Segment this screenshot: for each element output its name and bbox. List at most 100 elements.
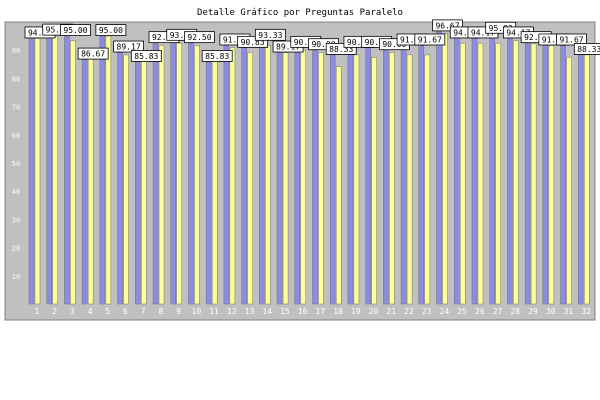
x-tick-label: 16 (298, 307, 308, 316)
x-tick-label: 21 (386, 307, 396, 316)
bar-series-1-q21 (383, 49, 389, 305)
bar-series-2-q14 (265, 45, 271, 305)
x-tick-label: 25 (457, 307, 467, 316)
x-tick-label: 32 (581, 307, 591, 316)
value-label-q10: 92.50 (184, 31, 215, 44)
bar-series-2-q29 (530, 43, 537, 305)
value-label-text: 90.83 (365, 38, 389, 47)
x-tick-label: 28 (510, 307, 520, 316)
bar-series-1-q7 (135, 61, 141, 305)
value-label-q13: 90.83 (237, 35, 269, 48)
value-label-text: 94.17 (506, 28, 530, 37)
value-label-text: 94.17 (28, 28, 52, 37)
bar-series-1-q10 (188, 42, 194, 305)
bar-series-2-q4 (87, 57, 94, 305)
bar-series-1-q14 (259, 40, 265, 305)
bar-series-2-q3 (70, 40, 76, 305)
value-label-box (184, 31, 215, 44)
bar-series-2-q22 (406, 54, 413, 305)
x-tick-label: 30 (546, 307, 556, 316)
bar-series-2-q15 (282, 52, 289, 305)
bar-series-1-q8 (152, 42, 159, 305)
bar-series-1-q20 (365, 47, 371, 305)
bar-series-1-q23 (418, 45, 425, 305)
bar-series-1-q13 (241, 47, 247, 305)
value-label-text: 95.00 (99, 26, 123, 35)
x-tick-label: 19 (351, 307, 361, 316)
bar-series-2-q1 (34, 38, 41, 305)
value-label-text: 94.17 (453, 28, 477, 37)
bar-series-1-q18 (329, 54, 336, 305)
value-label-text: 95.17 (46, 26, 70, 35)
bar-series-1-q4 (81, 59, 88, 305)
y-tick-label: 40 (12, 188, 20, 196)
value-label-q6: 89.17 (113, 40, 144, 53)
y-tick-label: 90 (12, 47, 20, 55)
value-label-text: 88.33 (577, 45, 600, 54)
value-label-q24: 96.67 (432, 19, 463, 32)
y-tick-label: 60 (12, 132, 20, 140)
x-tick-label: 23 (422, 307, 432, 316)
x-tick-label: 13 (245, 307, 255, 316)
value-label-text: 92.50 (187, 33, 211, 42)
x-tick-label: 26 (475, 307, 485, 316)
bar-series-2-q31 (566, 57, 572, 305)
value-label-box (113, 40, 144, 53)
value-label-text: 90.83 (241, 38, 265, 47)
bar-series-2-q28 (513, 40, 519, 305)
bar-series-2-q24 (442, 33, 448, 305)
value-label-text: 91.67 (542, 35, 566, 44)
value-label-box (237, 35, 269, 48)
value-label-q32: 88.33 (573, 43, 600, 55)
x-tick-label: 20 (369, 307, 379, 316)
value-label-text: 91.67 (223, 35, 247, 44)
bars-layer (28, 31, 590, 305)
bar-series-2-q23 (424, 54, 431, 305)
y-axis: 10 20 30 40 50 60 70 80 90 (12, 47, 20, 281)
bar-series-2-q21 (389, 52, 395, 305)
x-tick-label: 22 (404, 307, 414, 316)
value-label-box (573, 43, 600, 55)
x-tick-label: 15 (280, 307, 290, 316)
value-label-q7: 85.83 (130, 50, 162, 62)
bar-series-2-q13 (247, 52, 253, 305)
value-label-box (60, 24, 91, 37)
x-tick-label: 27 (493, 307, 503, 316)
bar-series-2-q32 (584, 54, 590, 305)
value-label-box (325, 43, 357, 55)
value-label-text: 94.17 (471, 28, 495, 37)
x-tick-label: 17 (316, 307, 326, 316)
bar-series-1-q24 (436, 31, 442, 305)
value-label-box (201, 50, 233, 62)
x-tick-label: 11 (209, 307, 219, 316)
bar-series-2-q8 (158, 45, 165, 305)
bar-series-1-q12 (223, 45, 230, 305)
x-tick-label: 1 (34, 307, 39, 316)
bar-series-1-q5 (99, 35, 106, 305)
bar-series-1-q15 (276, 52, 283, 305)
x-tick-label: 7 (141, 307, 146, 316)
y-tick-label: 10 (12, 273, 20, 281)
value-label-box (77, 47, 109, 60)
bar-series-2-q25 (460, 42, 466, 305)
bar-series-1-q6 (117, 52, 123, 305)
value-label-text: 95.83 (489, 24, 513, 33)
x-tick-label: 9 (176, 307, 181, 316)
bar-series-2-q19 (353, 54, 360, 305)
x-tick-label: 4 (88, 307, 93, 316)
value-label-text: 89.17 (117, 43, 141, 52)
value-label-text: 91.67 (418, 35, 442, 44)
bar-series-1-q27 (489, 33, 495, 305)
bar-series-2-q10 (194, 45, 200, 305)
bar-series-1-q29 (524, 42, 531, 305)
bar-series-1-q28 (507, 38, 513, 305)
value-label-q23: 91.67 (414, 33, 446, 46)
y-tick-label: 20 (12, 245, 20, 253)
bar-series-2-q2 (52, 35, 58, 305)
value-label-text: 92.50 (524, 33, 548, 42)
y-tick-label: 50 (12, 160, 20, 168)
bar-series-2-q26 (477, 42, 484, 305)
x-tick-label: 29 (528, 307, 538, 316)
bar-series-2-q9 (176, 42, 182, 305)
